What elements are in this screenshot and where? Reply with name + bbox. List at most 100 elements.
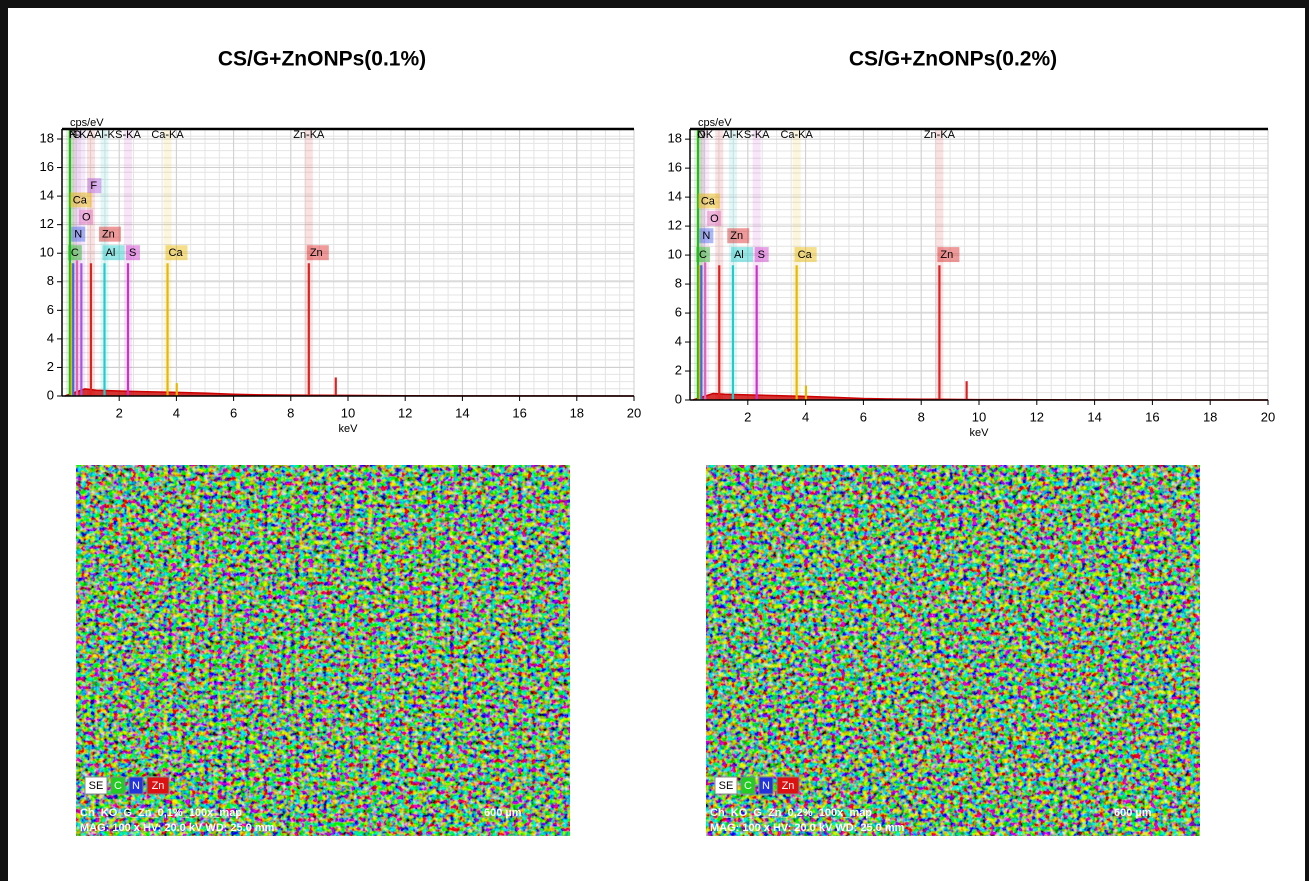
y-tick-label: 0 — [675, 391, 682, 406]
x-tick-label: 8 — [287, 405, 294, 420]
spectrum-chart: CS/G+ZnONPs(0.1%) 0 2 4 6 8 10 12 14 16 18 2 4 6 8 10 12… — [40, 48, 642, 435]
x-tick-label: 10 — [972, 409, 986, 424]
peak-label: N — [74, 229, 82, 241]
channel-badge — [128, 776, 144, 795]
y-tick-label: 14 — [40, 188, 54, 203]
y-tick-label: 12 — [40, 216, 54, 231]
map-info: MAG: 100 x HV: 20.0 kV WD: 25.0 mm — [80, 822, 275, 834]
peak-label: S — [758, 249, 765, 261]
peak-label: Ca — [73, 194, 88, 206]
x-tick-label: 8 — [918, 409, 925, 424]
channel-badge — [110, 776, 126, 795]
map-info: MAG: 100 x HV: 20.0 kV WD: 25.0 mm — [710, 822, 905, 834]
spectrum-chart: CS/G+ZnONPs(0.2%) 0 2 4 6 8 10 12 14 16 18 2 4 6 8 10 12… — [668, 48, 1276, 439]
peak-label-box — [102, 245, 125, 261]
peak-label-box — [754, 247, 769, 263]
peak-label-box — [165, 245, 188, 261]
peak-label-box — [306, 245, 329, 261]
peak-band — [935, 129, 944, 400]
y-tick-label: 4 — [675, 333, 682, 348]
peak-line-label: Al-K — [723, 129, 744, 141]
peak-band — [792, 129, 801, 400]
x-tick-label: 6 — [230, 405, 237, 420]
x-tick-label: 20 — [1261, 409, 1275, 424]
channel-label: Zn — [782, 780, 795, 792]
x-tick-label: 14 — [455, 405, 469, 420]
x-tick-label: 14 — [1087, 409, 1101, 424]
x-tick-label: 20 — [627, 405, 641, 420]
channel-badge — [776, 776, 800, 795]
peak-line-label: Zn-KA — [293, 129, 325, 141]
y-tick-label: 10 — [40, 245, 54, 260]
element-map: SE C N Zn Ch_KO_G_Zn_0,1%_100x_map MAG: 100 x… — [76, 465, 570, 836]
channel-label: SE — [89, 780, 104, 792]
y-tick-label: 10 — [668, 247, 682, 262]
x-tick-label: 2 — [744, 409, 751, 424]
x-axis-label: keV — [970, 427, 990, 439]
x-tick-label: 4 — [802, 409, 809, 424]
channel-label: N — [762, 780, 770, 792]
y-tick-label: 6 — [47, 302, 54, 317]
peak-label: Zn — [310, 247, 323, 259]
y-tick-label: 12 — [668, 218, 682, 233]
peak-label: Zn — [940, 249, 953, 261]
peak-band — [123, 129, 132, 396]
x-tick-label: 2 — [116, 405, 123, 420]
y-tick-label: 2 — [47, 359, 54, 374]
x-tick-label: 12 — [398, 405, 412, 420]
peak-label-box — [696, 247, 711, 263]
chart-title: CS/G+ZnONPs(0.1%) — [218, 48, 426, 71]
peak-label: N — [702, 230, 710, 242]
peak-label: Al — [105, 247, 115, 259]
map-name: Ch_KO_G_Zn_0,1%_100x_map — [80, 807, 242, 819]
peak-label-box — [697, 193, 720, 209]
y-tick-label: 16 — [668, 160, 682, 175]
x-tick-label: 10 — [341, 405, 355, 420]
peak-line-label: OK — [697, 129, 714, 141]
x-tick-label: 18 — [1203, 409, 1217, 424]
peak-label: Ca — [798, 249, 813, 261]
x-tick-label: 12 — [1030, 409, 1044, 424]
peak-line-label: S-KA — [744, 129, 770, 141]
peak-label: Al — [734, 249, 744, 261]
channel-label: C — [744, 780, 752, 792]
peak-line-label: Al-K — [94, 129, 115, 141]
peak-line-label: Zn-KA — [924, 129, 956, 141]
peak-label: Ca — [701, 195, 716, 207]
channel-badge — [714, 776, 738, 795]
peak-band — [697, 129, 706, 400]
peak-band — [77, 129, 86, 396]
peak-label-box — [794, 247, 817, 263]
peak-band — [715, 129, 724, 400]
peak-label-box — [71, 226, 86, 242]
peak-line-label: S-KA — [115, 129, 141, 141]
peak-label: S — [129, 247, 136, 259]
x-tick-label: 16 — [1145, 409, 1159, 424]
peak-label-box — [69, 192, 92, 208]
peak-line-label: F-KA — [69, 129, 95, 141]
y-tick-label: 2 — [675, 362, 682, 377]
peak-band — [86, 129, 95, 396]
map-image — [706, 465, 1200, 836]
y-tick-label: 18 — [668, 131, 682, 146]
y-tick-label: 4 — [47, 330, 54, 345]
y-tick-label: 14 — [668, 189, 682, 204]
peak-label-box — [937, 247, 960, 263]
peak-label: C — [699, 249, 707, 261]
spectrum-area — [64, 388, 635, 396]
peak-line-label: N — [69, 129, 77, 141]
x-axis-label: keV — [339, 423, 359, 435]
y-tick-label: 8 — [675, 276, 682, 291]
x-tick-label: 16 — [512, 405, 526, 420]
peak-label-box — [87, 178, 102, 194]
peak-label-box — [707, 210, 722, 226]
channel-badge — [740, 776, 756, 795]
peak-band — [67, 129, 76, 396]
map-scale: 600 µm — [1114, 807, 1152, 819]
peak-label: Zn — [102, 229, 115, 241]
channel-label: Zn — [152, 780, 165, 792]
channel-badge — [146, 776, 170, 795]
map-scale: 600 µm — [484, 807, 522, 819]
